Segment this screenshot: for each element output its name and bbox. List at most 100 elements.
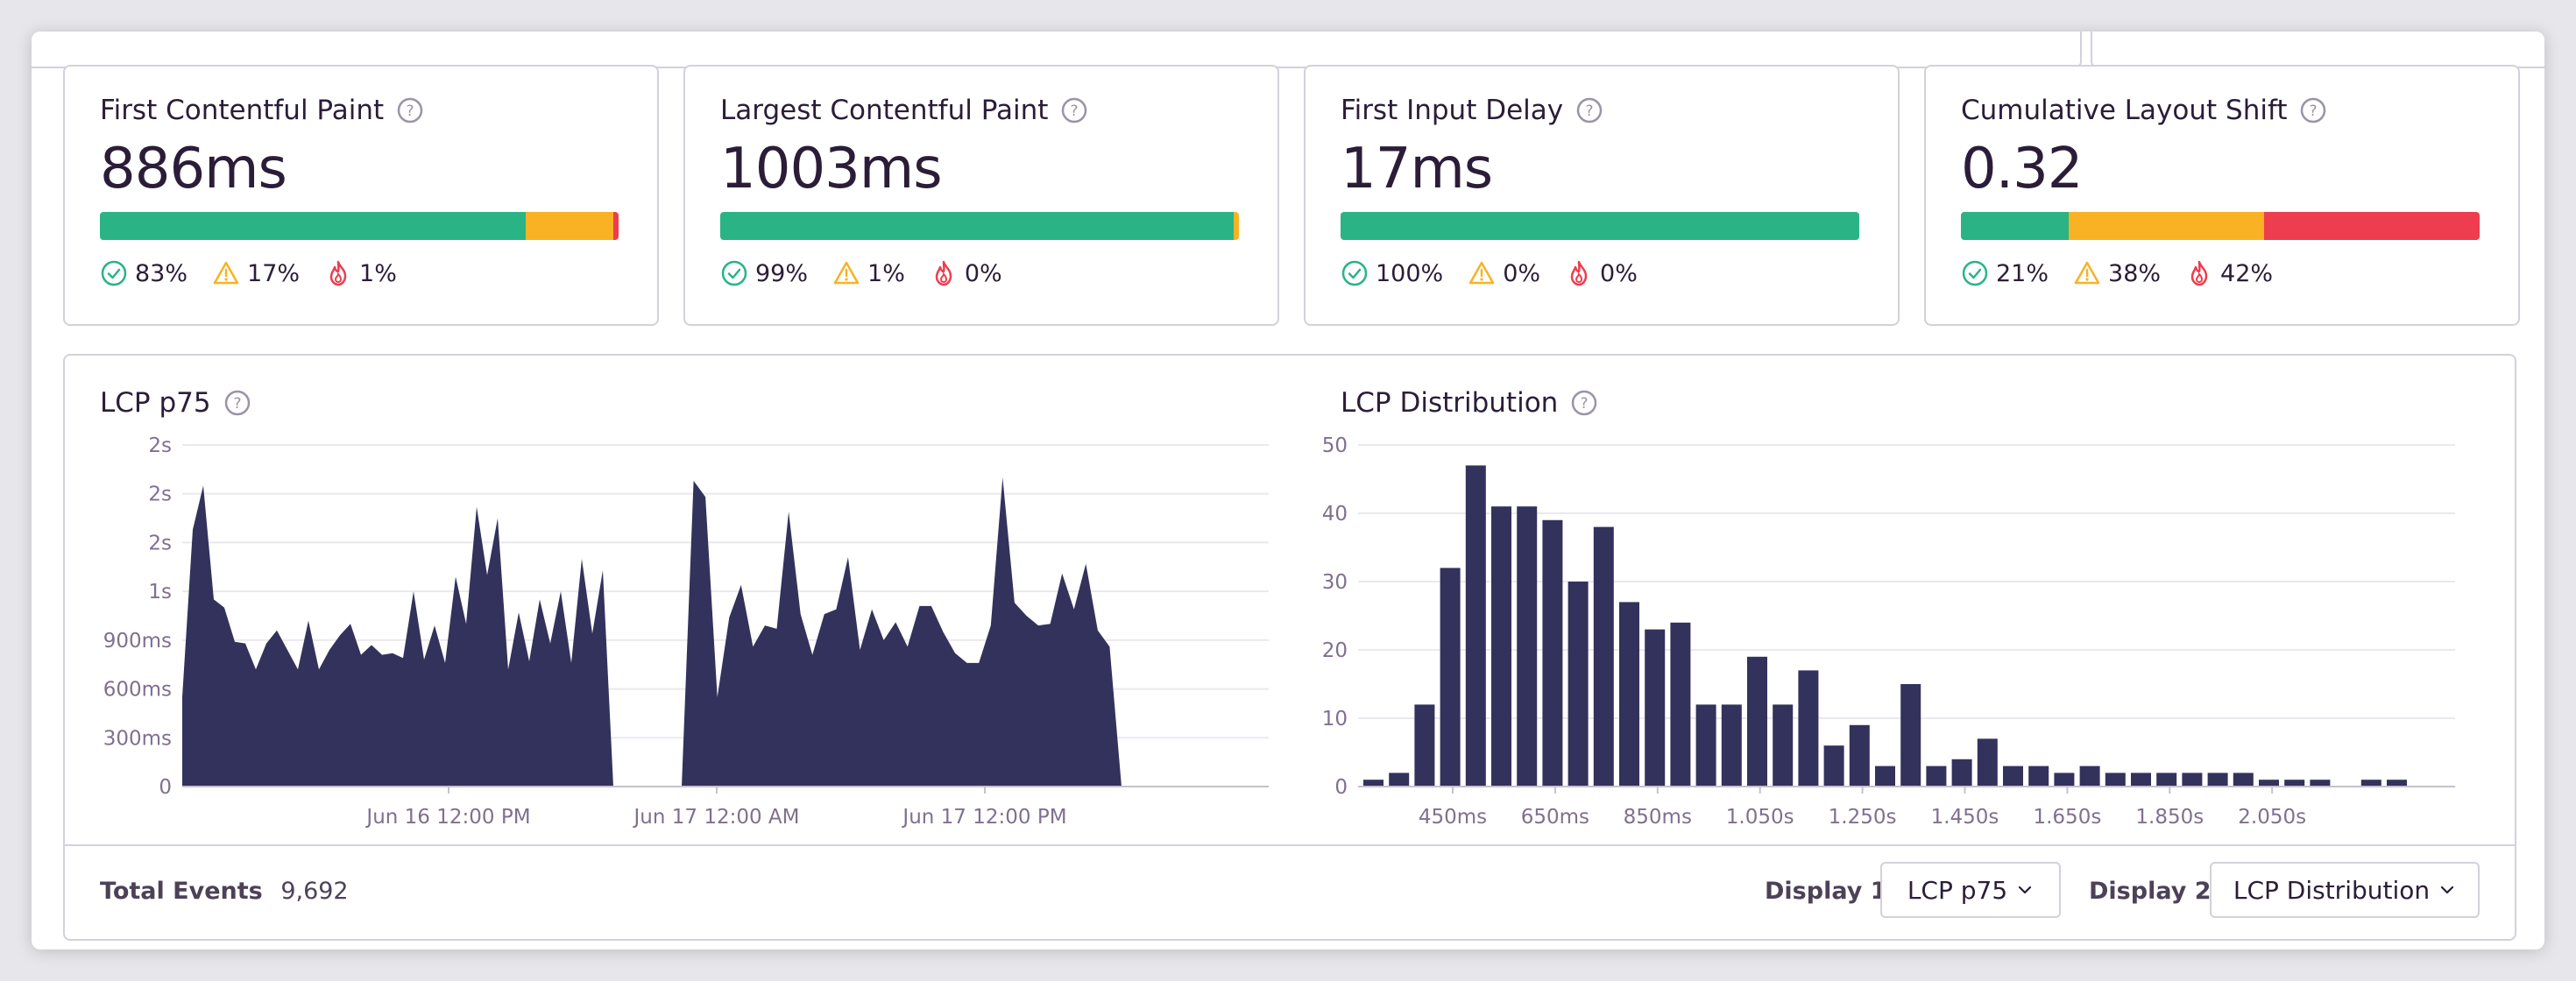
histogram-bar	[2131, 773, 2151, 787]
total-events-value: 9,692	[280, 878, 349, 905]
histogram-bar	[1568, 582, 1589, 787]
display2-select[interactable]: LCP Distribution	[2210, 862, 2480, 918]
histogram-bar	[1875, 766, 1895, 787]
warning-icon	[1468, 261, 1495, 285]
histogram-bar	[1542, 519, 1563, 787]
histogram-bar	[2207, 773, 2228, 787]
warning-icon	[213, 261, 239, 285]
lcp-p75-area-chart: 0 300ms 600ms 900ms 1s 2s 2s 2s Jun 16 12:00 PM J…	[103, 434, 1269, 829]
histogram-bar	[1773, 704, 1794, 787]
good-percent: 99%	[755, 259, 809, 287]
good-segment	[100, 212, 527, 240]
poor-segment	[613, 212, 619, 240]
display1-select[interactable]: LCP p75	[1880, 862, 2061, 918]
meh-percent: 0%	[1503, 259, 1541, 287]
y-tick-label: 2s	[148, 483, 172, 506]
good-segment	[720, 212, 1235, 240]
y-tick-label: 50	[1322, 434, 1348, 457]
svg-text:?: ?	[1581, 395, 1589, 413]
question-icon[interactable]: ?	[1575, 96, 1603, 124]
poor-percent: 1%	[359, 259, 397, 287]
x-tick-label: 1.850s	[2135, 806, 2204, 829]
metric-value: 0.32	[1961, 137, 2083, 201]
score-stats: 21% 38% 42%	[1961, 259, 2297, 287]
histogram-bar	[2259, 780, 2279, 787]
histogram-bar	[2105, 773, 2126, 787]
histogram-bar	[1926, 766, 1947, 787]
histogram-bar	[1951, 759, 1972, 787]
score-distribution-bar	[100, 212, 619, 240]
score-stats: 100% 0% 0%	[1341, 259, 1662, 287]
area-series	[682, 477, 1122, 787]
chevron-down-icon	[2441, 886, 2454, 894]
histogram-bar	[2079, 766, 2100, 787]
x-tick-label: 1.650s	[2033, 806, 2101, 829]
lcp-distribution-bar-chart: 0 10 20 30 40 50 450ms 650ms 850ms 1.050s 1.250s 1.…	[1322, 434, 2455, 829]
x-tick-label: Jun 17 12:00 PM	[901, 806, 1066, 829]
histogram-bar	[1440, 568, 1461, 787]
histogram-bar	[2387, 780, 2407, 787]
question-icon[interactable]: ?	[396, 96, 424, 124]
histogram-bar	[1849, 724, 1870, 787]
metric-card-cls: Cumulative Layout Shift ? 0.32 21% 38% 4…	[1924, 65, 2520, 326]
y-tick-label: 2s	[148, 434, 172, 457]
good-percent: 83%	[135, 259, 188, 287]
histogram-bar	[1389, 773, 1410, 787]
metric-card-lcp: Largest Contentful Paint ? 1003ms 99% 1%…	[683, 65, 1279, 326]
chart-footer: Total Events 9,692 Display 1 LCP p75 Dis…	[65, 844, 2515, 942]
top-filter-control[interactable]	[2091, 32, 2544, 68]
question-icon[interactable]: ?	[2299, 96, 2327, 124]
score-distribution-bar	[1341, 212, 1859, 240]
histogram-bar	[2054, 773, 2075, 787]
check-circle-icon	[721, 260, 747, 286]
x-tick-label: 1.050s	[1726, 806, 1794, 829]
svg-text:?: ?	[233, 395, 241, 413]
area-series	[182, 485, 613, 787]
check-circle-icon	[101, 260, 127, 286]
warning-icon	[833, 261, 860, 285]
histogram-bar	[1695, 704, 1716, 787]
poor-percent: 0%	[1600, 259, 1638, 287]
histogram-bar	[2360, 780, 2381, 787]
question-icon[interactable]: ?	[223, 389, 251, 417]
histogram-bar	[1645, 629, 1666, 787]
poor-percent: 0%	[964, 259, 1002, 287]
histogram-bar	[1747, 656, 1767, 787]
metric-card-fcp: First Contentful Paint ? 886ms 83% 17% 1…	[63, 65, 659, 326]
y-tick-label: 0	[159, 776, 172, 799]
metric-value: 17ms	[1341, 137, 1493, 201]
y-tick-label: 1s	[148, 581, 172, 603]
fire-icon	[1570, 260, 1588, 286]
y-tick-label: 300ms	[103, 727, 172, 750]
metric-value: 886ms	[100, 137, 287, 201]
histogram-bar	[1721, 704, 1742, 787]
x-tick-label: 450ms	[1419, 806, 1487, 829]
meh-segment	[526, 212, 614, 240]
metric-card-fid: First Input Delay ? 17ms 100% 0% 0%	[1304, 65, 1900, 326]
top-search-bar[interactable]	[32, 32, 2082, 68]
score-distribution-bar	[1961, 212, 2480, 240]
histogram-bar	[1517, 506, 1538, 787]
histogram-bar	[2182, 773, 2203, 787]
fire-icon	[935, 260, 952, 286]
check-circle-icon	[1962, 260, 1988, 286]
y-tick-label: 40	[1322, 503, 1348, 526]
good-percent: 21%	[1996, 259, 2049, 287]
question-icon[interactable]: ?	[1060, 96, 1088, 124]
histogram-bar	[1900, 684, 1921, 787]
y-tick-label: 600ms	[103, 679, 172, 702]
good-percent: 100%	[1376, 259, 1444, 287]
display2-label: Display 2	[2089, 878, 2212, 905]
meh-percent: 38%	[2108, 259, 2162, 287]
histogram-bar	[1363, 780, 1384, 787]
question-icon[interactable]: ?	[1570, 389, 1598, 417]
charts-panel: LCP p75 ? LCP Distribution ? 0 300ms 600ms…	[63, 354, 2516, 941]
metric-title: First Contentful Paint	[100, 95, 385, 126]
display1-value: LCP p75	[1907, 875, 2008, 905]
histogram-bar	[1414, 704, 1435, 787]
x-tick-label: 1.250s	[1829, 806, 1897, 829]
histogram-bar	[2284, 780, 2305, 787]
metric-title: Cumulative Layout Shift	[1961, 95, 2288, 126]
histogram-bar	[2003, 766, 2023, 787]
score-stats: 99% 1% 0%	[720, 259, 1027, 287]
